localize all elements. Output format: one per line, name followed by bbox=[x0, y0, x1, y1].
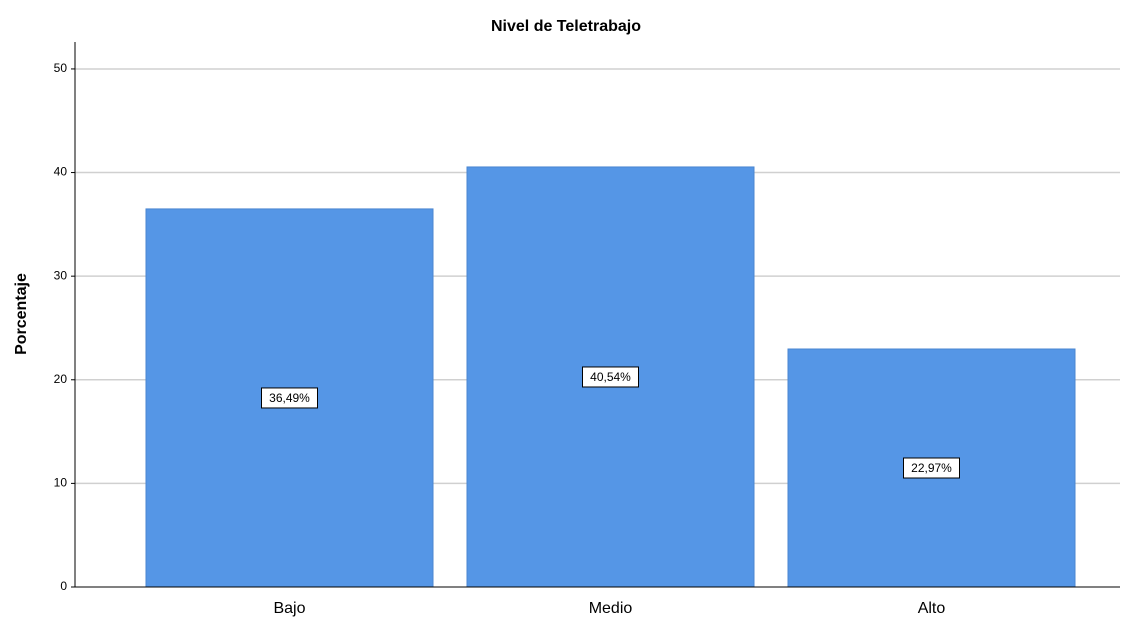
value-label: 36,49% bbox=[269, 391, 310, 405]
y-tick-label: 0 bbox=[60, 579, 67, 593]
value-label-box bbox=[903, 457, 960, 479]
y-tick-label: 40 bbox=[54, 165, 68, 179]
x-tick-label: Medio bbox=[589, 600, 633, 617]
x-tick-label: Alto bbox=[918, 600, 946, 617]
value-label-box bbox=[261, 387, 318, 409]
chart-title: Nivel de Teletrabajo bbox=[491, 18, 641, 35]
value-label-box bbox=[582, 366, 639, 388]
y-tick-label: 10 bbox=[54, 476, 68, 490]
value-label: 22,97% bbox=[911, 461, 952, 475]
y-axis-label: Porcentaje bbox=[13, 273, 30, 355]
value-label: 40,54% bbox=[590, 370, 631, 384]
y-tick-label: 20 bbox=[54, 372, 68, 386]
y-tick-label: 50 bbox=[54, 61, 68, 75]
y-tick-label: 30 bbox=[54, 268, 68, 282]
x-tick-label: Bajo bbox=[273, 600, 305, 617]
